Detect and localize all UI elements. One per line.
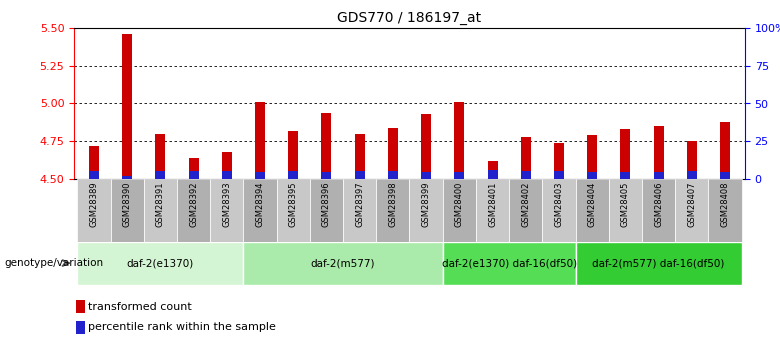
Text: GSM28396: GSM28396 bbox=[322, 181, 331, 227]
Bar bbox=[122, 34, 133, 179]
Text: genotype/variation: genotype/variation bbox=[4, 258, 103, 268]
Bar bbox=[89, 146, 99, 179]
Bar bbox=[554, 171, 564, 179]
Text: GSM28389: GSM28389 bbox=[90, 181, 98, 227]
Text: GSM28408: GSM28408 bbox=[721, 181, 729, 227]
Text: GSM28407: GSM28407 bbox=[687, 181, 697, 227]
Bar bbox=[608, 179, 642, 242]
Bar bbox=[289, 171, 298, 179]
Bar bbox=[576, 179, 608, 242]
Bar bbox=[77, 179, 111, 242]
Bar bbox=[310, 179, 343, 242]
Text: GSM28390: GSM28390 bbox=[122, 181, 132, 227]
Bar bbox=[189, 171, 199, 179]
Text: GSM28406: GSM28406 bbox=[654, 181, 663, 227]
Bar bbox=[443, 179, 476, 242]
Bar bbox=[243, 179, 277, 242]
Bar bbox=[410, 179, 443, 242]
Text: GSM28397: GSM28397 bbox=[355, 181, 364, 227]
Text: GSM28402: GSM28402 bbox=[521, 181, 530, 227]
Bar bbox=[376, 179, 410, 242]
Text: GSM28400: GSM28400 bbox=[455, 181, 464, 227]
Bar bbox=[576, 241, 742, 285]
Text: daf-2(m577): daf-2(m577) bbox=[311, 258, 375, 268]
Bar bbox=[343, 179, 376, 242]
Bar bbox=[642, 179, 675, 242]
Bar bbox=[542, 179, 576, 242]
Bar bbox=[521, 171, 530, 179]
Bar bbox=[243, 241, 443, 285]
Bar bbox=[720, 122, 730, 179]
Text: GSM28401: GSM28401 bbox=[488, 181, 497, 227]
Bar bbox=[654, 126, 664, 179]
Bar bbox=[720, 172, 730, 179]
Title: GDS770 / 186197_at: GDS770 / 186197_at bbox=[338, 11, 481, 25]
Text: GSM28392: GSM28392 bbox=[189, 181, 198, 227]
Text: daf-2(e1370) daf-16(df50): daf-2(e1370) daf-16(df50) bbox=[441, 258, 576, 268]
Text: daf-2(e1370): daf-2(e1370) bbox=[127, 258, 194, 268]
Bar bbox=[222, 152, 232, 179]
Text: GSM28395: GSM28395 bbox=[289, 181, 298, 227]
Bar bbox=[321, 112, 331, 179]
Bar bbox=[675, 179, 708, 242]
Bar bbox=[189, 158, 199, 179]
Bar bbox=[388, 128, 398, 179]
Bar bbox=[289, 131, 298, 179]
Bar bbox=[708, 179, 742, 242]
Text: GSM28391: GSM28391 bbox=[156, 181, 165, 227]
Bar bbox=[587, 135, 597, 179]
Bar bbox=[177, 179, 211, 242]
Text: transformed count: transformed count bbox=[87, 302, 192, 312]
Bar bbox=[454, 172, 464, 179]
Bar bbox=[155, 171, 165, 179]
Bar bbox=[686, 141, 697, 179]
Text: GSM28394: GSM28394 bbox=[256, 181, 264, 227]
Bar bbox=[476, 179, 509, 242]
Text: GSM28393: GSM28393 bbox=[222, 181, 232, 227]
Bar bbox=[277, 179, 310, 242]
Text: GSM28404: GSM28404 bbox=[587, 181, 597, 227]
Bar bbox=[488, 169, 498, 179]
Bar bbox=[443, 241, 576, 285]
Bar bbox=[509, 179, 542, 242]
Bar bbox=[554, 143, 564, 179]
Bar bbox=[454, 102, 464, 179]
Bar bbox=[355, 134, 365, 179]
Text: GSM28403: GSM28403 bbox=[555, 181, 563, 227]
Text: GSM28398: GSM28398 bbox=[388, 181, 397, 227]
Text: GSM28399: GSM28399 bbox=[422, 181, 431, 227]
Bar bbox=[620, 172, 630, 179]
Bar bbox=[686, 171, 697, 179]
Text: GSM28405: GSM28405 bbox=[621, 181, 630, 227]
Bar bbox=[255, 102, 265, 179]
Bar bbox=[76, 300, 84, 313]
Bar bbox=[355, 171, 365, 179]
Bar bbox=[321, 172, 331, 179]
Bar bbox=[155, 134, 165, 179]
Bar bbox=[587, 172, 597, 179]
Bar bbox=[211, 179, 243, 242]
Bar bbox=[77, 241, 243, 285]
Bar bbox=[654, 172, 664, 179]
Bar bbox=[421, 172, 431, 179]
Bar bbox=[222, 171, 232, 179]
Bar bbox=[255, 172, 265, 179]
Bar bbox=[89, 171, 99, 179]
Text: daf-2(m577) daf-16(df50): daf-2(m577) daf-16(df50) bbox=[592, 258, 725, 268]
Bar bbox=[122, 176, 133, 179]
Bar bbox=[620, 129, 630, 179]
Bar bbox=[421, 114, 431, 179]
Bar bbox=[521, 137, 530, 179]
Text: percentile rank within the sample: percentile rank within the sample bbox=[87, 322, 275, 332]
Bar bbox=[388, 171, 398, 179]
Bar bbox=[144, 179, 177, 242]
Bar bbox=[111, 179, 144, 242]
Bar bbox=[488, 161, 498, 179]
Bar bbox=[76, 321, 84, 334]
